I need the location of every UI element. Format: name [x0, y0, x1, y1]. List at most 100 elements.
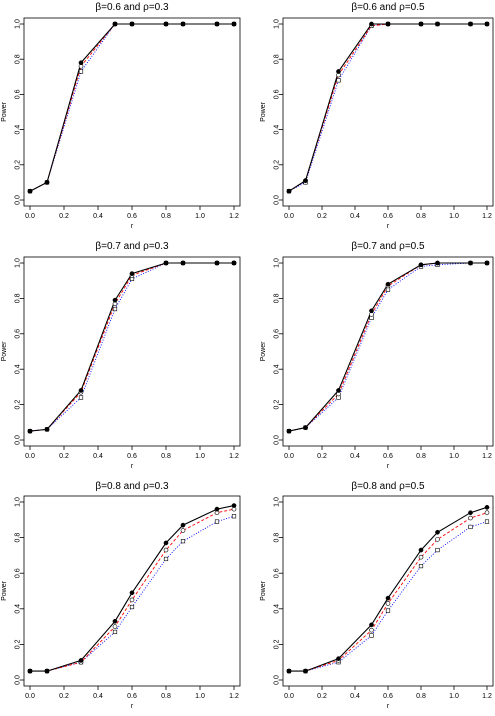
x-tick-label: 0.4 [93, 213, 103, 220]
data-point-filled-circle [286, 188, 292, 194]
series-line-1 [288, 23, 487, 192]
chart-panel-4: β=0.7 and ρ=0.5 0.0 0.2 0.4 0.6 0.8 1.0 1.2 0.0 0… [260, 241, 494, 470]
x-tick-label: 1.0 [195, 453, 205, 460]
x-tick-label: 0.4 [350, 213, 360, 220]
data-point-filled-circle [112, 297, 118, 303]
x-axis-label: r [387, 223, 390, 230]
data-point-open-square [180, 539, 186, 544]
y-tick-label: 1.0 [14, 19, 21, 29]
x-tick-label: 1.2 [229, 693, 239, 700]
data-point-open-circle [163, 547, 169, 553]
x-tick-label: 0.6 [383, 693, 393, 700]
y-tick-label: 0.6 [14, 89, 21, 99]
data-point-filled-circle [435, 529, 440, 535]
y-axis-label: Power [260, 101, 267, 122]
data-point-filled-circle [484, 21, 490, 27]
data-point-filled-circle [369, 622, 374, 628]
y-tick-label: 0.4 [14, 604, 21, 614]
y-axis-label: Power [1, 580, 8, 601]
chart-panel-1: β=0.6 and ρ=0.3 0.0 0.2 0.4 0.6 0.8 1.0 1.2 0.0 0… [1, 2, 241, 230]
x-tick-label: 0.4 [350, 693, 360, 700]
data-point-open-square [484, 519, 490, 524]
y-tick-label: 0.2 [14, 160, 21, 170]
data-point-filled-circle [385, 595, 391, 601]
data-point-filled-circle [418, 21, 424, 27]
y-tick-label: 0.2 [14, 639, 21, 649]
x-tick-label: 0.2 [317, 693, 327, 700]
y-tick-label: 0.4 [14, 125, 21, 135]
chart-title: β=0.6 and ρ=0.5 [351, 2, 425, 13]
y-axis-label: Power [260, 341, 267, 362]
data-point-open-square [231, 514, 237, 519]
y-tick-label: 0.6 [273, 329, 280, 339]
data-point-filled-circle [214, 21, 220, 27]
y-tick-label: 0.0 [14, 675, 21, 685]
data-point-open-square [163, 556, 169, 562]
x-tick-label: 1.0 [449, 453, 459, 460]
y-tick-label: 0.8 [14, 293, 21, 303]
x-tick-label: 1.0 [195, 693, 205, 700]
x-tick-label: 0.8 [416, 693, 426, 700]
y-tick-label: 0.8 [273, 533, 280, 543]
data-point-filled-circle [163, 540, 169, 546]
data-point-filled-circle [418, 547, 424, 553]
x-tick-label: 0.8 [161, 693, 171, 700]
data-point-filled-circle [129, 21, 135, 27]
data-point-filled-circle [27, 428, 33, 434]
series-line-1 [29, 23, 234, 192]
plot-frame [23, 256, 241, 447]
data-point-open-square [214, 519, 220, 524]
y-tick-label: 0.6 [273, 89, 280, 99]
data-point-filled-circle [468, 21, 473, 27]
x-tick-label: 0.8 [161, 453, 171, 460]
data-point-filled-circle [468, 510, 473, 516]
data-point-filled-circle [78, 658, 84, 663]
y-tick-label: 0.4 [273, 604, 280, 614]
y-axis-label: Power [260, 580, 267, 601]
y-tick-label: 0.8 [14, 533, 21, 543]
data-point-open-circle [112, 624, 118, 629]
y-tick-label: 0.6 [14, 568, 21, 578]
data-point-filled-circle [369, 21, 374, 27]
y-tick-label: 0.0 [273, 675, 280, 685]
y-tick-label: 0.4 [14, 364, 21, 374]
chart-panel-2: β=0.6 and ρ=0.5 0.0 0.2 0.4 0.6 0.8 1.0 1.2 0.0 0… [260, 2, 494, 230]
x-tick-label: 0.0 [284, 453, 294, 460]
y-tick-label: 0.0 [14, 435, 21, 445]
data-point-filled-circle [112, 21, 118, 27]
data-point-filled-circle [163, 260, 169, 266]
x-tick-label: 0.2 [317, 453, 327, 460]
x-tick-label: 0.6 [127, 693, 137, 700]
data-point-filled-circle [112, 618, 118, 624]
series-line-3 [288, 23, 487, 192]
x-axis-label: r [387, 463, 390, 470]
x-tick-label: 0.0 [25, 213, 35, 220]
data-point-filled-circle [44, 668, 50, 674]
data-point-filled-circle [468, 260, 473, 266]
x-tick-label: 1.2 [482, 693, 492, 700]
x-axis-label: r [387, 703, 390, 710]
data-point-filled-circle [214, 506, 220, 512]
x-axis-label: r [131, 223, 134, 230]
y-tick-label: 1.0 [273, 497, 280, 507]
data-point-open-square [468, 524, 473, 530]
data-point-open-square [385, 608, 391, 613]
y-axis-label: Power [1, 101, 8, 122]
x-axis-label: r [131, 463, 134, 470]
data-point-filled-circle [214, 260, 220, 266]
y-tick-label: 0.2 [14, 400, 21, 410]
data-point-filled-circle [418, 262, 424, 268]
x-tick-label: 0.2 [59, 453, 69, 460]
data-point-open-circle [385, 601, 391, 606]
data-point-open-circle [418, 554, 424, 560]
data-point-filled-circle [435, 21, 440, 27]
data-point-filled-circle [303, 178, 308, 183]
x-tick-label: 0.0 [284, 693, 294, 700]
y-tick-label: 0.2 [273, 400, 280, 410]
y-tick-label: 0.8 [14, 54, 21, 64]
y-tick-label: 1.0 [273, 258, 280, 268]
data-point-filled-circle [180, 522, 186, 528]
data-point-filled-circle [385, 21, 391, 27]
plot-frame [23, 17, 241, 207]
series-line-1 [30, 505, 235, 672]
